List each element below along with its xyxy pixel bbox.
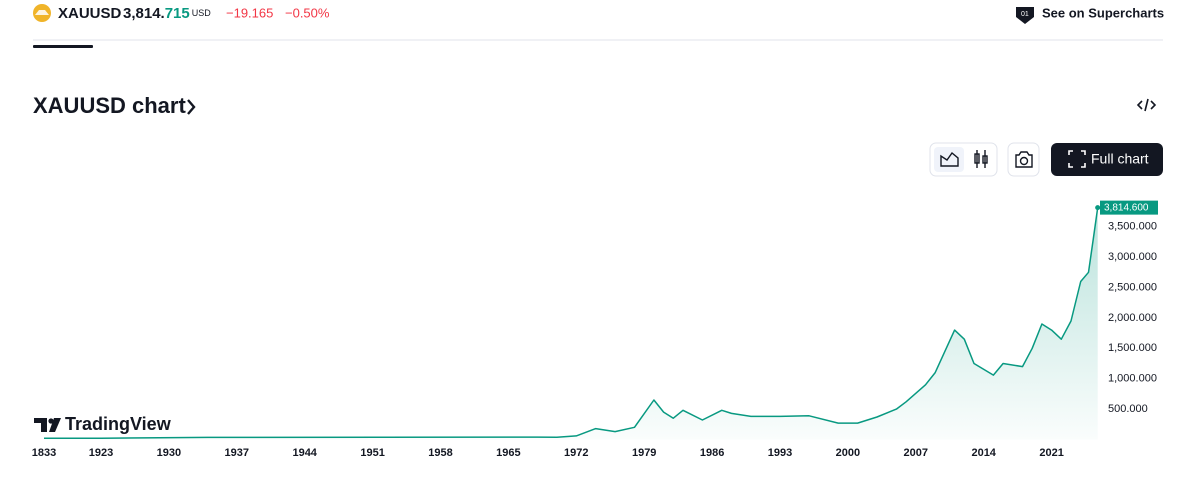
full-chart-button[interactable] [1051, 143, 1163, 176]
y-tick-label: 1,500.000 [1108, 342, 1157, 354]
active-tab [33, 45, 93, 48]
candle-style-button[interactable] [974, 150, 988, 168]
x-tick-label: 1923 [89, 447, 113, 459]
y-tick-label: 1,000.000 [1108, 373, 1157, 385]
y-tick-label: 2,500.000 [1108, 281, 1157, 293]
title-chevron[interactable] [187, 99, 196, 115]
plot: 500.000 1,000.000 1,500.000 2,000.000 2,500.… [32, 200, 1158, 459]
line-style-icon [940, 151, 959, 167]
x-tick-label: 1972 [564, 447, 588, 459]
y-tick-label: 500.000 [1108, 403, 1148, 415]
full-chart-label[interactable]: Full chart [1091, 151, 1149, 167]
x-tick-label: 1930 [157, 447, 181, 459]
x-tick-label: 1958 [428, 447, 452, 459]
x-tick-label: 1986 [700, 447, 724, 459]
snapshot-button[interactable] [1007, 142, 1040, 177]
currency: USD [192, 8, 212, 18]
symbol: XAUUSD [58, 5, 122, 22]
change-percent: −0.50% [285, 5, 330, 20]
x-tick-label: 2000 [836, 447, 860, 459]
price-tag [1100, 200, 1158, 215]
watermark: TradingView [65, 414, 172, 434]
x-tick-label: 2014 [971, 447, 996, 459]
watermark-logo [34, 418, 61, 432]
y-tick-label: 2,000.000 [1108, 312, 1157, 324]
embed-icon[interactable] [1136, 98, 1157, 112]
price-line [43, 207, 1099, 440]
fullscreen-icon [1068, 150, 1086, 168]
link-text[interactable]: See on Supercharts [1042, 5, 1164, 20]
camera-icon [1015, 151, 1033, 168]
price-decimals: 715 [165, 5, 190, 22]
supercharts-link[interactable]: 01 See on Supercharts [1016, 5, 1164, 24]
x-tick-label: 1993 [768, 447, 792, 459]
symbol-icon [33, 4, 51, 22]
x-tick-label: 1833 [32, 447, 56, 459]
last-point [1095, 205, 1101, 211]
y-tick-label: 3,500.000 [1108, 221, 1157, 233]
x-tick-label: 1965 [496, 447, 520, 459]
link-icon-text: 01 [1021, 11, 1029, 18]
x-tick-label: 2007 [904, 447, 928, 459]
x-tick-label: 1944 [292, 447, 317, 459]
x-tick-label: 2021 [1039, 447, 1063, 459]
price: 3,814.715 USD [123, 5, 211, 22]
chart-title[interactable]: XAUUSD chart [33, 93, 186, 118]
x-tick-label: 1951 [360, 447, 384, 459]
x-tick-label: 1979 [632, 447, 656, 459]
y-tick-label: 3,000.000 [1108, 251, 1157, 263]
area-fill [44, 207, 1098, 440]
line-style-button[interactable] [934, 147, 964, 172]
price-tag-label: 3,814.600 [1104, 202, 1149, 213]
price-main: 3,814. [123, 5, 165, 22]
change: −19.165 [226, 5, 273, 20]
x-tick-label: 1937 [225, 447, 249, 459]
